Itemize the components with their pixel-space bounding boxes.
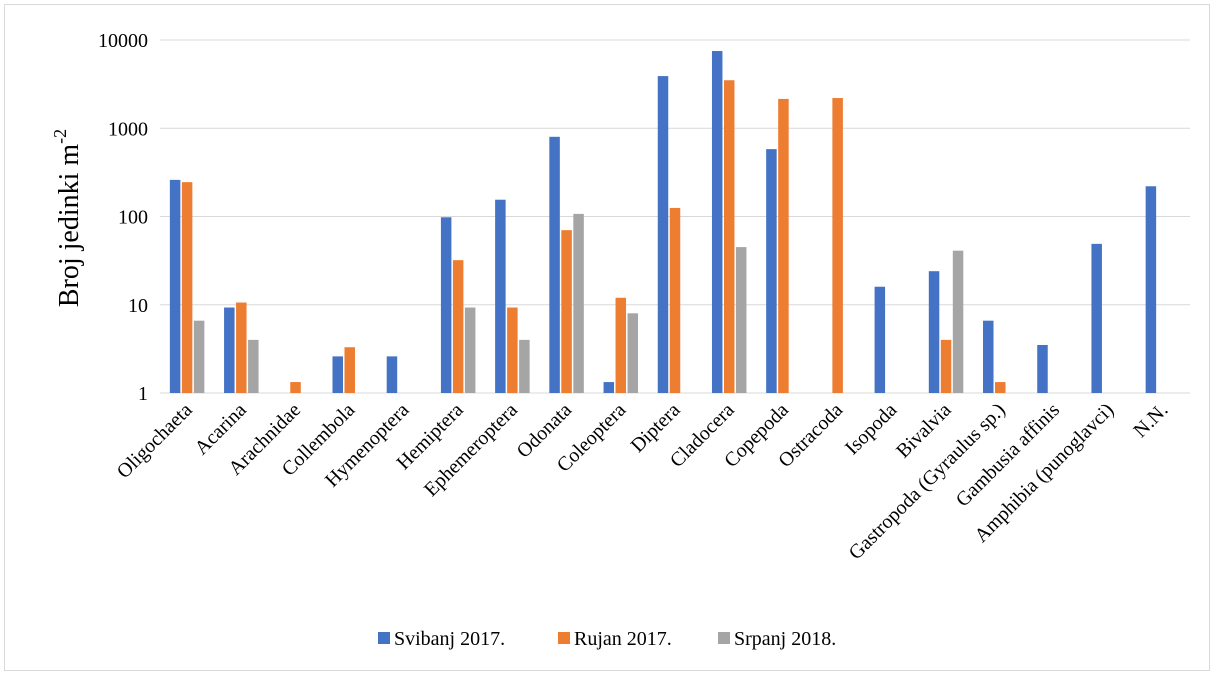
bar [193,320,205,393]
bar [723,80,735,393]
bar [615,297,627,393]
bar [940,339,952,393]
legend-label: Svibanj 2017. [394,628,505,650]
y-tick-label: 1 [138,383,148,405]
bar [452,260,464,393]
y-axis-ticks: 1 10 100 1000 10000 [98,30,148,405]
bar [290,382,301,393]
y-tick-label: 100 [118,207,148,229]
bar [236,302,247,393]
chart-frame [4,4,1210,671]
bar [832,98,843,394]
bar [627,313,639,393]
bar [519,339,530,393]
bar [711,51,723,393]
bars [169,51,1157,394]
bar [657,76,669,393]
bar [1091,243,1102,393]
legend-label: Srpanj 2018. [734,628,836,650]
bar [561,230,572,393]
bar [549,136,560,393]
legend-swatch [558,632,570,644]
legend: Svibanj 2017. Rujan 2017. Srpanj 2018. [378,628,836,650]
bar [983,320,994,393]
bar [995,382,1006,393]
bar [507,307,518,393]
bar [573,213,584,393]
bar [1037,344,1048,393]
bar [495,199,506,393]
x-axis-labels: OligochaetaAcarinaArachnidaeCollembolaHy… [113,399,1173,564]
x-tick-label: Ephemeroptera [420,399,522,501]
bar [1145,186,1157,393]
x-tick-label: Oligochaeta [113,399,197,483]
bar [248,339,259,393]
bar [874,286,886,393]
bar [181,182,193,393]
bar [603,382,615,393]
bar [464,307,476,393]
y-tick-label: 1000 [108,118,148,140]
bar [344,347,355,393]
bar [952,250,964,393]
x-tick-label: N.N. [1129,399,1172,442]
bar [332,356,343,393]
y-tick-label: 10000 [98,30,148,52]
y-axis-label: Broj jedinki m-2 [50,129,85,307]
x-tick-label: Isopoda [841,399,901,459]
bar [928,271,940,393]
bar [224,307,235,393]
bar [169,179,181,393]
bar [669,207,681,393]
bar [778,98,789,394]
bar [735,247,747,393]
y-tick-label: 10 [128,295,148,317]
legend-swatch [378,632,390,644]
bar [386,356,398,393]
legend-swatch [718,632,730,644]
legend-label: Rujan 2017. [574,628,672,650]
bar [766,149,777,393]
bar [440,217,452,393]
